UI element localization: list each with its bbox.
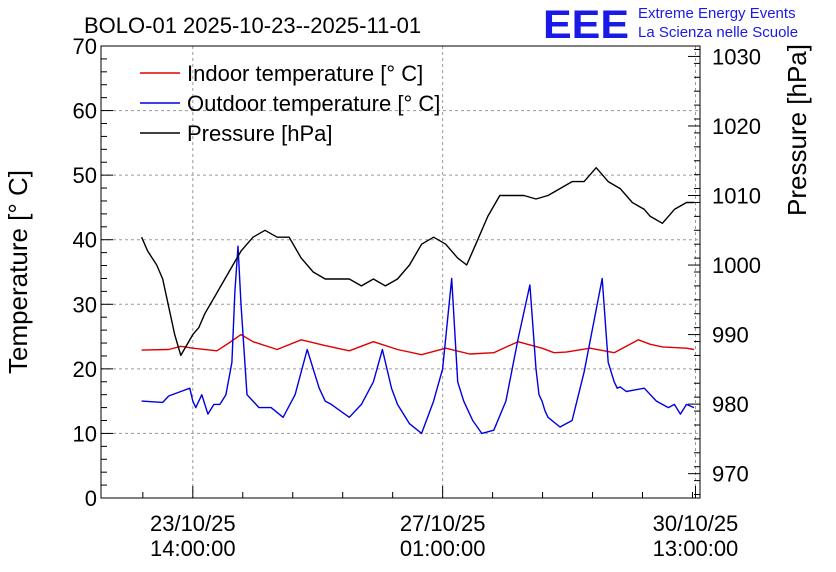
legend-item-outdoor-label: Outdoor temperature [° C] — [187, 91, 440, 116]
legend: Indoor temperature [° C] Outdoor temperat… — [140, 61, 440, 146]
series-line-outdoor-temperature — [141, 245, 695, 435]
y-tick-label: 60 — [73, 99, 97, 124]
series-group — [140, 167, 695, 435]
axis-ticks — [101, 45, 700, 499]
y-tick-labels: 0 10 20 30 40 50 60 70 — [73, 34, 97, 511]
y2-tick-label: 1000 — [712, 253, 761, 278]
x-tick-label-date: 23/10/25 — [150, 511, 236, 536]
y-axis-title: Temperature [° C] — [3, 170, 33, 374]
y-tick-label: 70 — [73, 34, 97, 59]
y2-axis-title: Pressure [hPa] — [782, 44, 812, 216]
y-tick-label: 10 — [73, 421, 97, 446]
y2-tick-label: 980 — [712, 392, 749, 417]
eee-logo-line2: La Scienza nelle Scuole — [638, 24, 798, 41]
x-tick-label-time: 14:00:00 — [150, 536, 236, 561]
x-tick-label-time: 13:00:00 — [653, 536, 739, 561]
series-line-pressure — [140, 167, 694, 357]
y-tick-label: 30 — [73, 292, 97, 317]
eee-logo: EEE Extreme Energy Events La Scienza nel… — [543, 3, 798, 47]
legend-item-indoor-label: Indoor temperature [° C] — [187, 61, 423, 86]
y2-tick-label: 970 — [712, 462, 749, 487]
series-line-indoor-temperature — [141, 333, 695, 356]
y-tick-label: 0 — [85, 486, 97, 511]
y-tick-label: 20 — [73, 357, 97, 382]
grid-lines — [101, 46, 700, 498]
y2-tick-labels: 970 980 990 1000 1010 1020 1030 — [712, 44, 761, 486]
x-tick-label-date: 27/10/25 — [400, 511, 486, 536]
x-tick-label-date: 30/10/25 — [653, 511, 739, 536]
y-tick-label: 50 — [73, 163, 97, 188]
x-tick-label-time: 01:00:00 — [400, 536, 486, 561]
y2-tick-label: 1030 — [712, 44, 761, 69]
eee-logo-line1: Extreme Energy Events — [638, 5, 796, 22]
y-tick-label: 40 — [73, 228, 97, 253]
y2-tick-label: 990 — [712, 323, 749, 348]
legend-item-pressure-label: Pressure [hPa] — [187, 121, 333, 146]
y2-tick-label: 1020 — [712, 114, 761, 139]
y2-tick-label: 1010 — [712, 184, 761, 209]
chart-title: BOLO-01 2025-10-23--2025-11-01 — [84, 13, 421, 38]
eee-logo-mark: EEE — [543, 3, 629, 47]
